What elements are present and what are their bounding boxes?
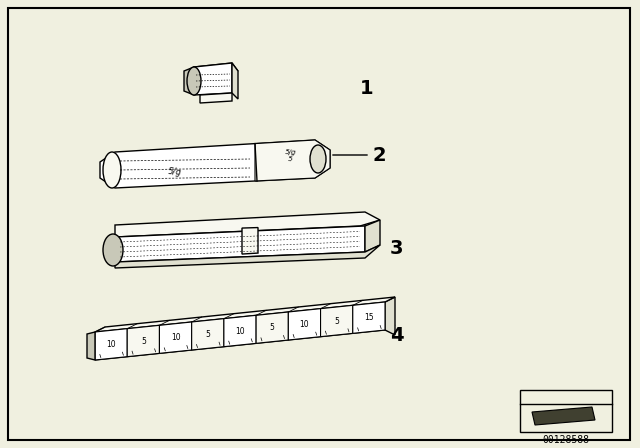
Polygon shape	[95, 329, 127, 360]
Bar	[520, 390, 612, 432]
Polygon shape	[159, 322, 191, 353]
Ellipse shape	[187, 67, 201, 95]
Polygon shape	[224, 315, 256, 347]
Text: 10: 10	[235, 327, 245, 336]
Polygon shape	[184, 67, 194, 95]
Polygon shape	[353, 302, 385, 333]
Polygon shape	[87, 332, 95, 360]
Polygon shape	[95, 297, 395, 332]
Ellipse shape	[103, 234, 123, 266]
Polygon shape	[232, 63, 238, 99]
Polygon shape	[289, 309, 321, 340]
Polygon shape	[194, 63, 232, 95]
Polygon shape	[200, 93, 232, 103]
Polygon shape	[242, 228, 258, 254]
Text: 4: 4	[390, 326, 404, 345]
Text: 10: 10	[106, 340, 116, 349]
Text: 00128588: 00128588	[543, 435, 589, 445]
Text: 5: 5	[141, 336, 146, 345]
Text: 2: 2	[373, 146, 387, 164]
Polygon shape	[115, 226, 365, 262]
Text: 10: 10	[300, 320, 309, 329]
Text: 5: 5	[334, 316, 339, 326]
Polygon shape	[95, 325, 395, 360]
Polygon shape	[127, 325, 159, 357]
Polygon shape	[256, 312, 289, 343]
Text: 1: 1	[360, 78, 374, 98]
Ellipse shape	[103, 152, 121, 188]
Polygon shape	[255, 140, 330, 181]
Text: 15: 15	[364, 313, 374, 322]
Polygon shape	[194, 63, 238, 75]
Polygon shape	[532, 407, 595, 425]
Polygon shape	[191, 319, 224, 350]
Polygon shape	[115, 212, 380, 237]
Polygon shape	[365, 220, 380, 252]
Polygon shape	[115, 245, 380, 268]
Polygon shape	[100, 140, 330, 188]
Ellipse shape	[310, 145, 326, 173]
Text: 5/g
5: 5/g 5	[284, 149, 296, 163]
Text: 5/g: 5/g	[168, 167, 182, 177]
Text: 3: 3	[390, 238, 403, 258]
Text: 5: 5	[205, 330, 210, 339]
Polygon shape	[321, 306, 353, 336]
Text: 10: 10	[171, 333, 180, 342]
Polygon shape	[385, 297, 395, 335]
Text: 5: 5	[270, 323, 275, 332]
